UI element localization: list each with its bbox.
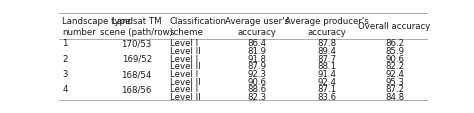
Text: Landscape type
number: Landscape type number (62, 17, 131, 36)
Text: 4: 4 (62, 85, 68, 94)
Text: 84.8: 84.8 (385, 92, 404, 101)
Text: 91.8: 91.8 (248, 54, 267, 63)
Text: 95.3: 95.3 (385, 77, 404, 86)
Text: 92.3: 92.3 (248, 69, 267, 78)
Text: 88.1: 88.1 (317, 62, 336, 71)
Text: 169/52: 169/52 (121, 54, 152, 63)
Text: 82.3: 82.3 (248, 92, 267, 101)
Text: 86.2: 86.2 (385, 39, 404, 48)
Text: 168/56: 168/56 (121, 85, 152, 94)
Text: Level I: Level I (170, 39, 198, 48)
Text: 85.9: 85.9 (385, 47, 404, 56)
Text: Level I: Level I (170, 54, 198, 63)
Text: 3: 3 (62, 69, 68, 78)
Text: 92.4: 92.4 (317, 77, 336, 86)
Text: 86.4: 86.4 (248, 39, 267, 48)
Text: Average producer's
accuracy: Average producer's accuracy (284, 17, 368, 36)
Text: Level I: Level I (170, 69, 198, 78)
Text: Classification
scheme: Classification scheme (170, 17, 227, 36)
Text: 170/53: 170/53 (121, 39, 152, 48)
Text: 82.2: 82.2 (385, 62, 404, 71)
Text: 87.1: 87.1 (317, 85, 336, 94)
Text: 89.4: 89.4 (317, 47, 336, 56)
Text: 87.2: 87.2 (385, 85, 404, 94)
Text: 87.7: 87.7 (317, 54, 336, 63)
Text: 90.6: 90.6 (248, 77, 267, 86)
Text: Overall accuracy: Overall accuracy (358, 22, 431, 31)
Text: 83.6: 83.6 (317, 92, 336, 101)
Text: 87.9: 87.9 (248, 62, 267, 71)
Text: Level II: Level II (170, 92, 200, 101)
Text: 91.4: 91.4 (317, 69, 336, 78)
Text: Level II: Level II (170, 77, 200, 86)
Text: 90.6: 90.6 (385, 54, 404, 63)
Text: 92.4: 92.4 (385, 69, 404, 78)
Text: 87.8: 87.8 (317, 39, 336, 48)
Text: Level I: Level I (170, 85, 198, 94)
Text: 168/54: 168/54 (121, 69, 152, 78)
Text: Average user's
accuracy: Average user's accuracy (225, 17, 290, 36)
Text: 2: 2 (62, 54, 68, 63)
Text: Level II: Level II (170, 62, 200, 71)
Text: 88.6: 88.6 (248, 85, 267, 94)
Text: 1: 1 (62, 39, 68, 48)
Text: 81.9: 81.9 (248, 47, 267, 56)
Text: Level II: Level II (170, 47, 200, 56)
Text: Landsat TM
scene (path/row): Landsat TM scene (path/row) (100, 17, 173, 36)
